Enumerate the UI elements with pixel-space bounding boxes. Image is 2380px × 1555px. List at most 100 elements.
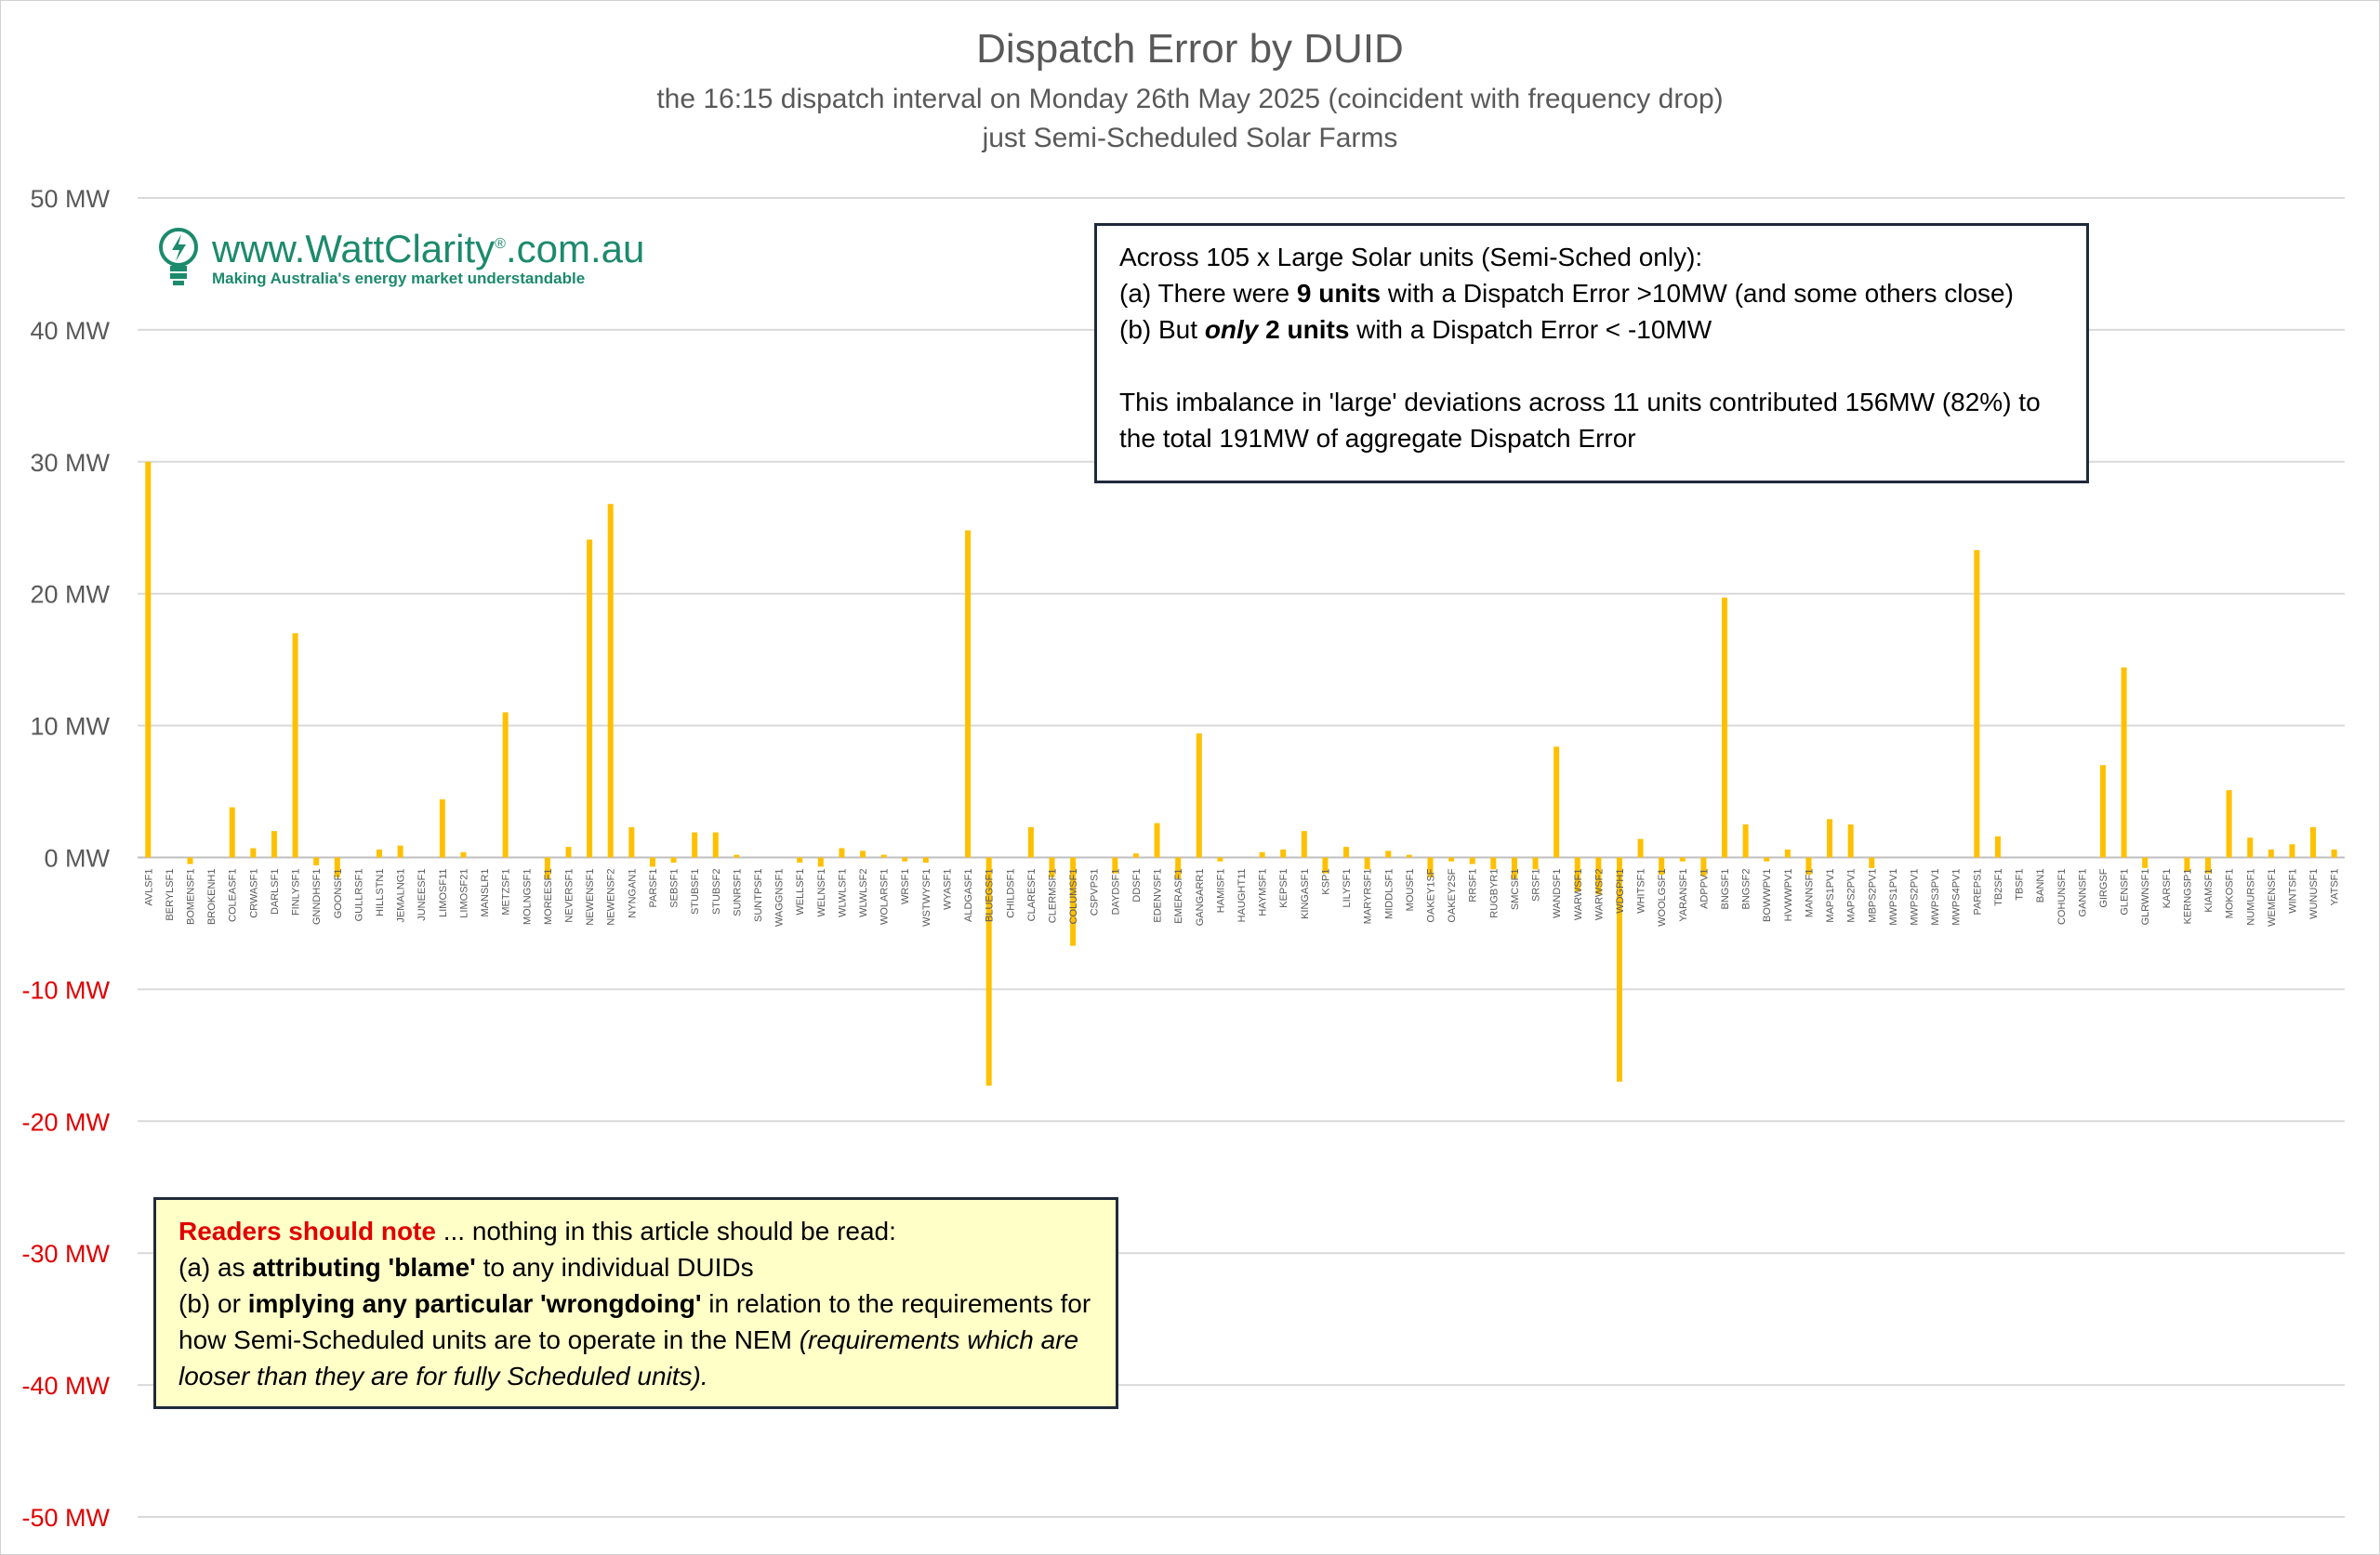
x-tick-label: EDENVSF1 — [1153, 869, 1164, 923]
x-tick-label: HILLSTN1 — [375, 869, 386, 916]
x-tick-label: MOUSF1 — [1405, 869, 1416, 912]
x-tick-label: NEWENSF1 — [585, 869, 596, 926]
bar-gangarr1 — [1196, 733, 1202, 858]
bar-mousf1 — [1406, 854, 1412, 858]
x-tick-label: CSPVPS1 — [1090, 869, 1101, 916]
note-line: how Semi-Scheduled units are to operate … — [178, 1325, 1079, 1354]
bar-wrsf1 — [902, 857, 908, 862]
y-tick-label: 50 MW — [30, 185, 110, 213]
x-tick-label: SUNTPSF1 — [753, 869, 764, 922]
bar-ddsf1 — [1132, 853, 1139, 858]
x-tick-label: MOKOSF1 — [2225, 869, 2236, 919]
logo-tagline: Making Australia's energy market underst… — [212, 270, 586, 287]
y-tick-label: -50 MW — [22, 1504, 111, 1532]
x-tick-label: WANDSF1 — [1552, 869, 1563, 918]
x-tick-label: BLUEGSF1 — [985, 869, 996, 922]
x-tick-label: PAREPS1 — [1972, 869, 1983, 916]
x-tick-label: JUNEESF1 — [416, 869, 428, 921]
x-tick-label: YARANSF1 — [1678, 869, 1689, 922]
bar-maps1pv1 — [1827, 819, 1833, 858]
bar-newensf1 — [587, 539, 593, 858]
bar-emerasf1 — [1175, 857, 1182, 879]
bar-wintsf1 — [2289, 844, 2295, 858]
bar-warwsf1 — [1574, 857, 1580, 892]
bar-stubsf1 — [692, 832, 698, 858]
x-tick-label: WARWSF1 — [1573, 869, 1584, 921]
annotation-line: This imbalance in 'large' deviations acr… — [1119, 388, 2041, 416]
bar-glensf1 — [2121, 667, 2127, 858]
note-line: (b) or implying any particular 'wrongdoi… — [178, 1289, 1091, 1318]
bar-darlsf1 — [271, 831, 277, 858]
x-tick-label: MANSLR1 — [480, 869, 491, 917]
x-tick-label: WOLARSF1 — [879, 869, 891, 926]
x-tick-label: GLENSF1 — [2120, 869, 2131, 916]
x-tick-label: WLWLSF1 — [837, 869, 848, 917]
x-tick-label: WINTSF1 — [2287, 869, 2298, 914]
bar-mokosf1 — [2226, 790, 2232, 858]
x-tick-label: CLERMSF1 — [1048, 869, 1059, 924]
bar-sunrsf1 — [734, 854, 740, 858]
x-tick-label: HVWWPV1 — [1783, 869, 1794, 922]
bar-pareps1 — [1974, 549, 1980, 858]
x-tick-label: MARYRSF1 — [1363, 869, 1374, 925]
x-tick-label: BROKENH1 — [206, 869, 218, 926]
bar-edenvsf1 — [1154, 823, 1160, 858]
x-tick-label: GOONSF1 — [333, 869, 344, 919]
y-tick-label: -10 MW — [22, 976, 111, 1004]
bar-maryrsf1 — [1364, 857, 1370, 870]
x-tick-label: MWPS3PV1 — [1930, 869, 1941, 926]
bar-welnsf1 — [817, 857, 824, 867]
x-tick-label: OAKEY1SF — [1425, 868, 1436, 922]
bar-oakey1sf — [1427, 857, 1434, 877]
x-tick-label: LIMOSF21 — [458, 869, 469, 918]
bar-kepsf1 — [1280, 849, 1287, 858]
bar-wstwysf1 — [922, 857, 929, 863]
bar-yaransf1 — [1679, 857, 1686, 862]
x-tick-label: PARSF1 — [648, 869, 659, 908]
x-tick-label: HAYMSF1 — [1258, 869, 1269, 916]
bar-coleasf1 — [229, 807, 235, 858]
bar-middlsf1 — [1385, 850, 1392, 858]
x-tick-label: KIAMSF1 — [2203, 869, 2215, 913]
x-tick-label: OAKEY2SF — [1447, 868, 1458, 922]
bar-crwasf1 — [250, 848, 257, 858]
note-line: looser than they are for fully Scheduled… — [178, 1362, 708, 1390]
bar-nyngan1 — [628, 826, 635, 858]
bar-wandsf1 — [1554, 746, 1560, 858]
logo-text: www.WattClarity®.com.au — [212, 227, 645, 270]
annotation-line: (a) There were 9 units with a Dispatch E… — [1119, 279, 2014, 308]
y-tick-label: 30 MW — [30, 449, 110, 477]
bar-columsf1 — [1070, 857, 1077, 946]
x-tick-label: AVLSF1 — [143, 869, 154, 906]
x-tick-label: GULLRSF1 — [353, 869, 364, 922]
bar-bowwpv1 — [1764, 857, 1770, 862]
x-tick-label: MBPS2PV1 — [1867, 868, 1878, 922]
chart-subtitle-2: just Semi-Scheduled Solar Farms — [982, 123, 1398, 153]
bar-bomensf1 — [187, 857, 193, 864]
bar-numursf1 — [2247, 837, 2254, 858]
y-tick-label: -40 MW — [22, 1372, 111, 1400]
x-tick-label: HAMISF1 — [1215, 869, 1226, 914]
bar-tb2sf1 — [1994, 836, 2001, 858]
bar-bluegsf1 — [985, 857, 992, 1086]
x-tick-label: KINGASF1 — [1300, 869, 1311, 919]
x-tick-label: MANNSF1 — [1804, 869, 1815, 918]
x-tick-label: LIMOSF11 — [438, 869, 449, 917]
x-tick-label: MWPS1PV1 — [1888, 869, 1899, 926]
bar-oakey2sf — [1448, 857, 1455, 862]
x-tick-label: WLWLSF2 — [858, 869, 869, 917]
readers-note-box: Readers should note ... nothing in this … — [153, 1197, 1118, 1409]
bar-mbps2pv1 — [1869, 857, 1875, 868]
x-tick-label: COLEASF1 — [228, 869, 239, 922]
x-tick-label: NEVERSF1 — [563, 869, 575, 923]
x-tick-label: FINLYSF1 — [291, 869, 302, 916]
bar-adppv1 — [1700, 857, 1707, 876]
bar-yatsf1 — [2331, 849, 2337, 858]
x-tick-label: GANNSF1 — [2077, 869, 2088, 917]
bar-bngsf2 — [1742, 824, 1749, 858]
bar-limosf21 — [460, 851, 467, 858]
x-tick-label: METZSF1 — [501, 869, 512, 916]
x-tick-label: WARWSF2 — [1593, 869, 1605, 921]
x-tick-label: STUBSF1 — [690, 869, 701, 916]
x-tick-label: MAPS1PV1 — [1825, 869, 1836, 923]
